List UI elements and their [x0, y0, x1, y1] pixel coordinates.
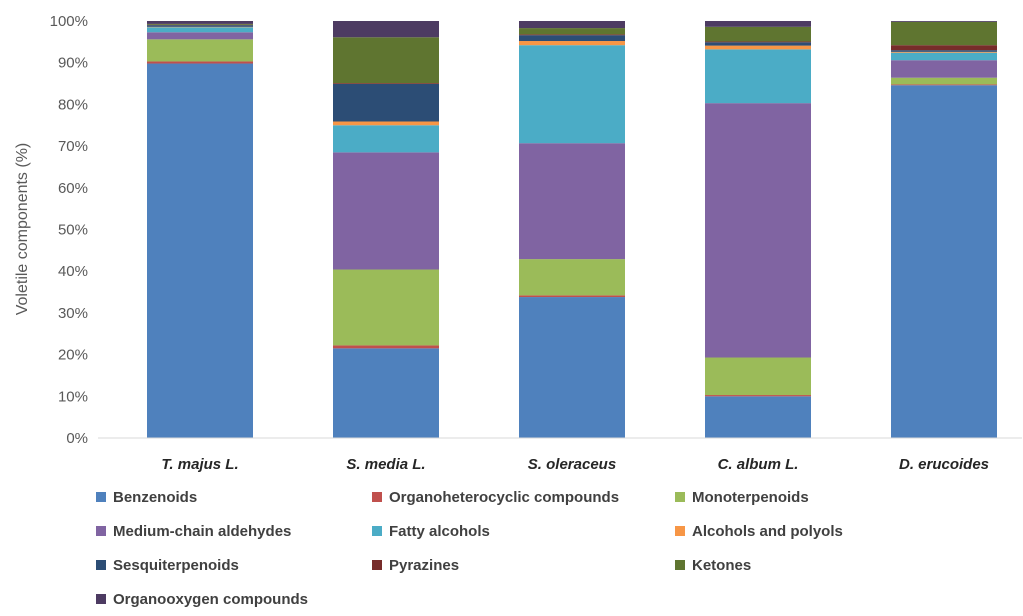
legend-label: Medium-chain aldehydes	[113, 523, 291, 540]
bar-segment	[891, 78, 997, 85]
y-tick-label: 90%	[58, 55, 88, 72]
bar-segment	[147, 27, 253, 32]
legend-label: Pyrazines	[389, 557, 459, 574]
bar-segment	[705, 21, 811, 27]
y-tick-label: 80%	[58, 96, 88, 113]
y-tick-label: 30%	[58, 305, 88, 322]
bar-segment	[333, 125, 439, 152]
bar-segment	[333, 152, 439, 269]
bar-segment	[705, 27, 811, 42]
y-tick-label: 0%	[66, 430, 88, 447]
legend-label: Sesquiterpenoids	[113, 557, 239, 574]
x-tick-label: S. media L.	[346, 456, 425, 473]
bar-segment	[147, 61, 253, 63]
bar-segment	[519, 297, 625, 438]
legend-swatch	[372, 560, 382, 570]
bar-segment	[147, 64, 253, 438]
x-tick-label: C. album L.	[718, 456, 799, 473]
y-tick-label: 10%	[58, 388, 88, 405]
legend-label: Monoterpenoids	[692, 489, 809, 506]
bar-segment	[147, 24, 253, 25]
bar-segment	[705, 46, 811, 50]
legend-swatch	[675, 560, 685, 570]
bar-segment	[333, 21, 439, 37]
bar-segment	[705, 49, 811, 103]
bar-segment	[705, 42, 811, 45]
bar-segment	[891, 60, 997, 78]
y-tick-label: 50%	[58, 222, 88, 239]
legend-swatch	[96, 560, 106, 570]
bar-segment	[333, 270, 439, 346]
bar-segment	[519, 28, 625, 34]
bar-segment	[519, 35, 625, 41]
bar-segment	[891, 53, 997, 61]
bar-segment	[705, 396, 811, 438]
legend-label: Alcohols and polyols	[692, 523, 843, 540]
legend-label: Organooxygen compounds	[113, 591, 308, 608]
bar-segment	[519, 45, 625, 143]
legend-label: Organoheterocyclic compounds	[389, 489, 619, 506]
x-tick-label: S. oleraceus	[528, 456, 616, 473]
bar-segment	[891, 50, 997, 52]
legend-label: Fatty alcohols	[389, 523, 490, 540]
legend-swatch	[96, 594, 106, 604]
bar-segment	[147, 39, 253, 61]
bars	[147, 21, 997, 438]
bar-segment	[519, 21, 625, 28]
x-axis-ticks: T. majus L. S. media L. S. oleraceus C. alb…	[161, 456, 989, 473]
y-tick-label: 60%	[58, 180, 88, 197]
y-tick-label: 40%	[58, 263, 88, 280]
bar-segment	[891, 22, 997, 45]
bar-segment	[705, 358, 811, 396]
y-tick-label: 20%	[58, 347, 88, 364]
legend-swatch	[96, 492, 106, 502]
bar-segment	[519, 41, 625, 45]
legend: Benzenoids Organoheterocyclic compounds Mo…	[96, 489, 843, 608]
legend-label: Ketones	[692, 557, 751, 574]
bar-segment	[333, 345, 439, 348]
bar-segment	[147, 32, 253, 39]
legend-swatch	[372, 526, 382, 536]
bar-segment	[891, 21, 997, 22]
y-tick-label: 100%	[50, 13, 88, 30]
bar-segment	[891, 85, 997, 438]
bar-segment	[519, 259, 625, 295]
bar-segment	[519, 143, 625, 259]
x-tick-label: T. majus L.	[161, 456, 238, 473]
legend-swatch	[372, 492, 382, 502]
y-axis-label: Voletile components (%)	[14, 143, 31, 316]
bar-segment	[147, 21, 253, 24]
bar-segment	[519, 34, 625, 35]
bar-segment	[705, 103, 811, 357]
bar-segment	[333, 84, 439, 122]
bar-segment	[333, 348, 439, 438]
bar-segment	[705, 395, 811, 396]
legend-swatch	[675, 526, 685, 536]
legend-swatch	[96, 526, 106, 536]
bar-segment	[333, 37, 439, 83]
legend-label: Benzenoids	[113, 489, 197, 506]
y-axis-ticks: 0% 10% 20% 30% 40% 50% 60% 70% 80% 90% 100%	[50, 13, 88, 447]
bar-segment	[519, 295, 625, 297]
bar-segment	[891, 45, 997, 50]
bar-segment	[891, 52, 997, 53]
x-tick-label: D. erucoides	[899, 456, 989, 473]
bar-segment	[333, 83, 439, 84]
y-tick-label: 70%	[58, 138, 88, 155]
bar-segment	[147, 25, 253, 27]
legend-swatch	[675, 492, 685, 502]
bar-segment	[705, 41, 811, 42]
bar-segment	[891, 84, 997, 85]
bar-segment	[333, 121, 439, 125]
